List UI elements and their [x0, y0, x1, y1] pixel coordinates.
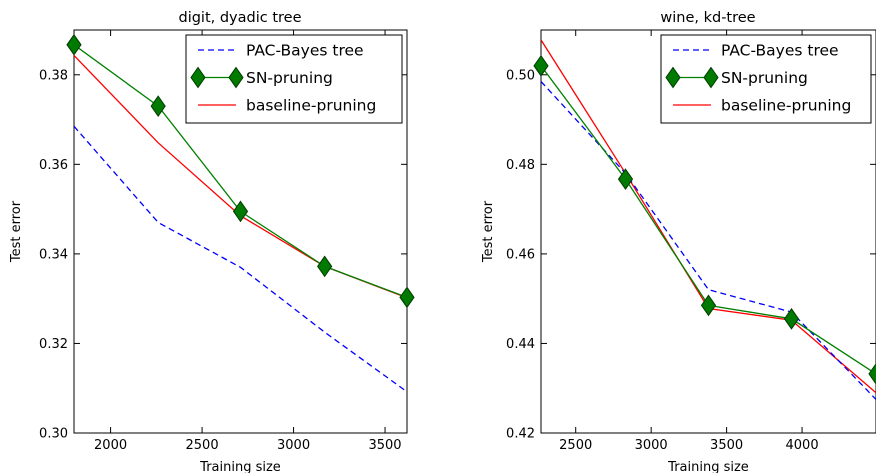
data-point-sn-pruning: [783, 307, 800, 330]
chart-panel-0: digit, dyadic tree 2000 2500 3000 3500 0.30 0.…: [9, 10, 415, 473]
chart-title: digit, dyadic tree: [178, 10, 301, 26]
y-tick-label: 0.46: [506, 247, 535, 262]
x-tick-label: 2000: [94, 438, 127, 453]
y-tick-label: 0.30: [39, 427, 68, 442]
x-tick-label: 2500: [186, 438, 219, 453]
y-tick-label: 0.48: [506, 158, 535, 173]
data-point-sn-pruning: [317, 255, 333, 278]
x-tick-label: 2500: [559, 438, 592, 453]
legend-label: SN-pruning: [246, 69, 333, 87]
series-line-pac-bayes-tree: [74, 125, 407, 393]
y-tick-label: 0.50: [506, 68, 535, 83]
legend-label: baseline-pruning: [246, 97, 376, 115]
x-tick-label: 3000: [635, 438, 668, 453]
legend-label: PAC-Bayes tree: [721, 42, 839, 60]
legend: PAC-Bayes tree SN-pruning baseline-pruning: [185, 34, 403, 124]
x-tick-label: 3500: [368, 438, 401, 453]
data-point-sn-pruning: [150, 95, 166, 117]
y-axis-label: Test error: [9, 200, 24, 263]
x-axis-label: Training size: [199, 460, 281, 473]
data-point-sn-pruning: [66, 33, 82, 56]
legend: PAC-Bayes tree SN-pruning baseline-pruning: [660, 34, 872, 124]
y-tick-label: 0.44: [506, 337, 535, 352]
data-point-sn-pruning: [533, 54, 549, 77]
legend-label: baseline-pruning: [721, 97, 851, 115]
chart-title: wine, kd-tree: [660, 10, 755, 26]
legend-marker: [190, 66, 206, 89]
plot-frame: [540, 29, 876, 434]
data-point-sn-pruning: [868, 363, 876, 385]
data-point-sn-pruning: [399, 286, 415, 309]
data-point-sn-pruning: [700, 294, 717, 317]
legend-label: SN-pruning: [721, 69, 808, 87]
legend-marker: [228, 66, 244, 89]
data-point-sn-pruning: [617, 168, 634, 190]
x-tick-label: 3500: [710, 438, 743, 453]
x-tick-label: 3000: [277, 438, 310, 453]
chart-panel-1: wine, kd-tree 2500 3000 3500 4000 0.42 0.44 0.4…: [481, 10, 876, 473]
marker-layer: [533, 54, 876, 385]
legend-marker: [703, 66, 719, 89]
marker-layer: [66, 33, 415, 309]
y-tick-label: 0.42: [506, 427, 535, 442]
legend-marker: [665, 66, 681, 89]
legend-label: PAC-Bayes tree: [246, 42, 364, 60]
y-tick-label: 0.34: [39, 247, 68, 262]
y-tick-label: 0.38: [39, 68, 68, 83]
data-point-sn-pruning: [232, 200, 249, 223]
y-tick-label: 0.36: [39, 158, 68, 173]
y-axis-label: Test error: [481, 200, 496, 263]
plot-frame: [73, 29, 408, 434]
series-line-pac-bayes-tree: [541, 81, 876, 400]
x-axis-label: Training size: [667, 460, 749, 473]
legend-box: [185, 34, 403, 124]
y-tick-label: 0.32: [39, 337, 68, 352]
x-tick-label: 4000: [786, 438, 819, 453]
